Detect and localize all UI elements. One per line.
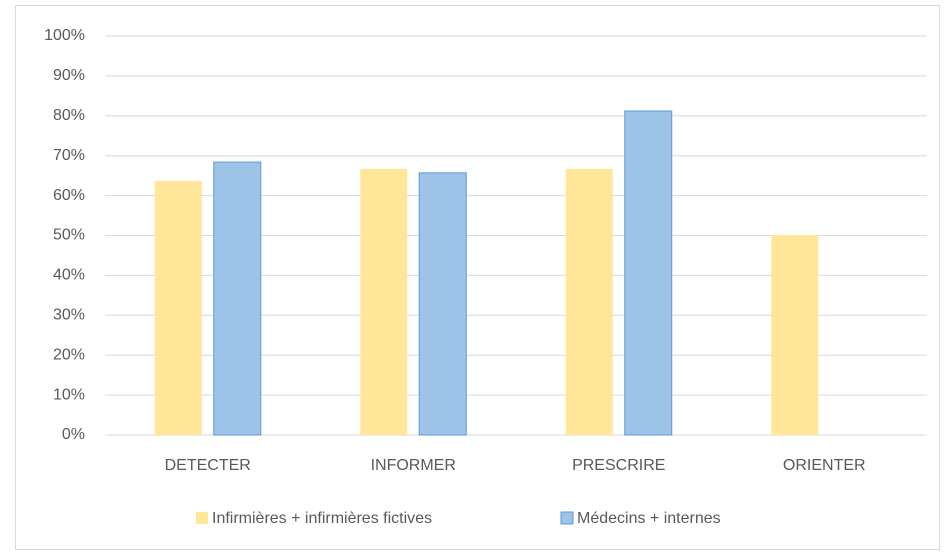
x-tick-label: INFORMER [371,457,456,474]
x-tick-label: DETECTER [165,457,251,474]
y-tick-label: 50% [53,227,85,244]
legend-label: Médecins + internes [577,510,721,527]
x-tick-label: ORIENTER [783,457,866,474]
y-tick-label: 30% [53,307,85,324]
bar [565,168,613,435]
y-tick-label: 10% [53,386,85,403]
y-tick-label: 70% [53,147,85,164]
bar [154,180,202,435]
bar [624,110,673,436]
bar [213,161,262,436]
y-tick-label: 0% [62,426,85,443]
x-tick-label: PRESCRIRE [572,457,665,474]
bar [360,168,408,435]
y-tick-label: 100% [44,27,85,44]
bar [771,235,819,435]
legend-label: Infirmières + infirmières fictives [212,510,432,527]
y-tick-label: 40% [53,267,85,284]
y-tick-label: 90% [53,67,85,84]
legend-swatch [196,512,208,524]
y-tick-label: 80% [53,107,85,124]
y-tick-label: 20% [53,346,85,363]
bar [418,172,467,436]
legend-swatch [560,511,574,525]
y-tick-label: 60% [53,187,85,204]
